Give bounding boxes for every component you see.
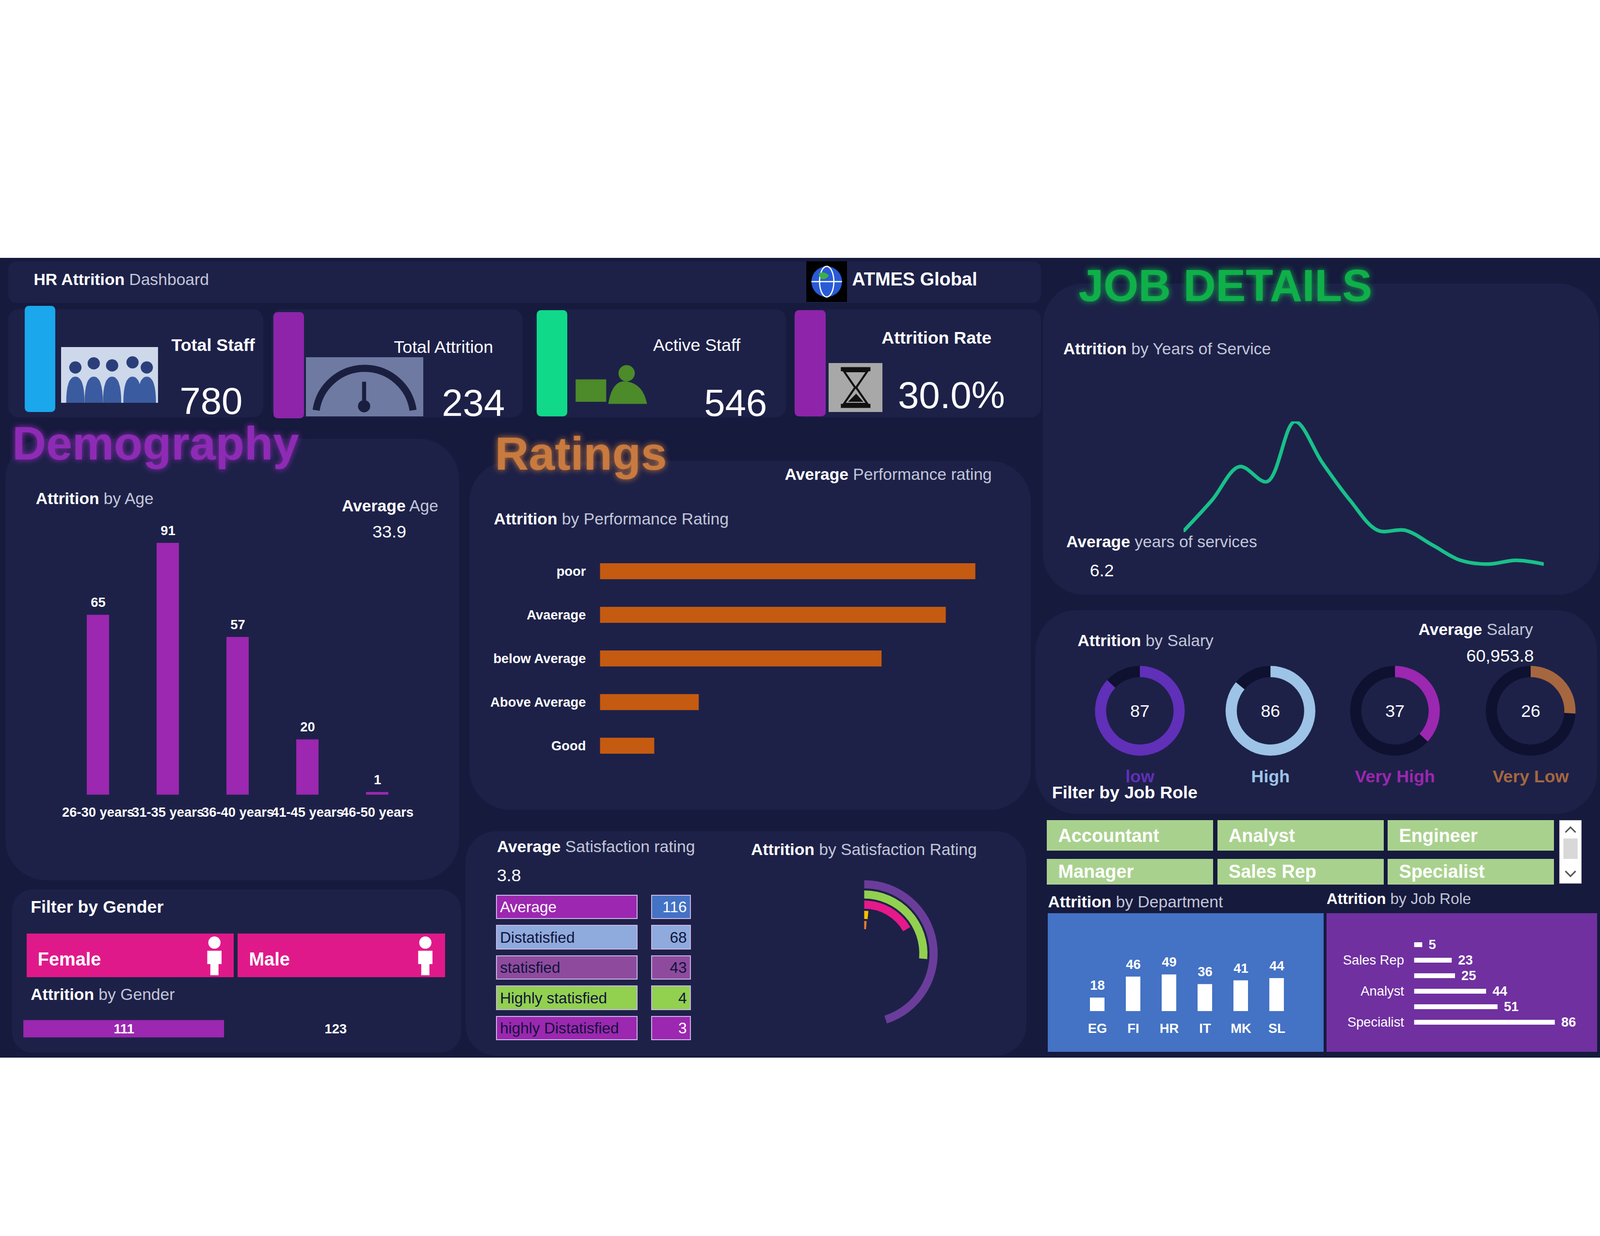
svg-text:31-35 years: 31-35 years [131,804,205,820]
html-text:Demography: Demography [12,417,300,470]
html-text:780: 780 [179,380,243,422]
html-text:Attrition by Age: Attrition by Age [35,489,154,508]
html-text:Attrition by Satisfaction Rati: Attrition by Satisfaction Rating [751,840,977,859]
svg-text:91: 91 [160,523,176,539]
html-text:Attrition by Job Role: Attrition by Job Role [1326,890,1472,908]
html-text:Attrition by Gender: Attrition by Gender [30,985,175,1004]
html-text:Average Performance rating: Average Performance rating [784,465,992,484]
svg-text:EG: EG [1088,1021,1108,1037]
html-text:Sales Rep: Sales Rep [1228,861,1317,883]
html-text:Filter by Job Role: Filter by Job Role [1052,783,1198,803]
svg-text:SL: SL [1268,1021,1286,1037]
html-text:3.8: 3.8 [496,865,522,886]
svg-text:86: 86 [1260,701,1280,721]
svg-text:Analyst: Analyst [1360,984,1405,1000]
html-text:Accountant: Accountant [1058,825,1160,846]
html-text:43: 43 [669,959,687,977]
svg-text:below Average: below Average [493,651,587,667]
svg-text:low: low [1125,767,1155,787]
html-text:Ratings: Ratings [494,427,668,481]
html-text:Specialist: Specialist [1398,861,1485,883]
svg-text:1: 1 [373,772,382,788]
svg-text:IT: IT [1199,1021,1212,1037]
html-text:JOB DETAILS: JOB DETAILS [1078,260,1373,311]
svg-text:36-40 years: 36-40 years [201,804,274,820]
svg-text:41: 41 [1233,960,1249,976]
html-text:68: 68 [669,928,687,947]
html-text:33.9: 33.9 [372,521,407,542]
svg-text:111: 111 [113,1021,135,1037]
html-text:6.2: 6.2 [1089,560,1114,581]
html-text:Manager: Manager [1058,861,1134,883]
svg-text:26-30 years: 26-30 years [62,804,135,820]
html-text:ATMES Global: ATMES Global [852,268,978,290]
svg-text:46-50 years: 46-50 years [341,804,414,820]
html-text:3: 3 [678,1019,687,1038]
svg-text:26: 26 [1520,701,1541,721]
html-text:Average Age: Average Age [341,496,439,515]
html-text:234: 234 [441,382,505,424]
html-text:Male: Male [248,949,290,970]
svg-text:86: 86 [1561,1015,1576,1031]
html-text:Attrition by Department: Attrition by Department [1047,892,1223,911]
html-text:30.0%: 30.0% [897,374,1005,416]
html-text:Active Staff: Active Staff [653,335,741,355]
html-text:Highly statisfied: Highly statisfied [499,989,608,1007]
html-text:HR Attrition Dashboard: HR Attrition Dashboard [33,270,209,289]
svg-text:20: 20 [300,719,315,735]
svg-text:37: 37 [1385,701,1405,721]
svg-text:41-45 years: 41-45 years [271,804,344,820]
svg-text:High: High [1250,767,1290,787]
svg-text:49: 49 [1162,954,1177,970]
html-text:Total Staff: Total Staff [171,335,255,355]
svg-text:poor: poor [556,563,587,579]
html-text:Average Salary: Average Salary [1418,620,1533,639]
html-text:60,953.8: 60,953.8 [1466,646,1534,666]
svg-text:Good: Good [551,738,586,754]
svg-text:57: 57 [230,617,245,633]
svg-text:18: 18 [1090,977,1105,993]
svg-text:25: 25 [1461,968,1477,984]
html-text:Average Satisfaction rating: Average Satisfaction rating [496,837,695,856]
svg-text:123: 123 [324,1021,348,1037]
html-text:Distatisfied: Distatisfied [499,928,575,947]
svg-text:Very High: Very High [1354,767,1435,787]
svg-text:5: 5 [1428,937,1437,953]
html-text:Female: Female [37,949,102,970]
html-text:Engineer: Engineer [1398,825,1478,846]
svg-text:87: 87 [1130,701,1150,721]
svg-text:Very Low: Very Low [1492,767,1569,787]
svg-text:46: 46 [1126,957,1141,973]
html-text:Attrition by Performance Ratin: Attrition by Performance Rating [493,510,729,529]
html-text:Average years of services: Average years of services [1066,532,1258,551]
svg-text:65: 65 [90,594,106,610]
html-text:Average: Average [499,898,557,916]
svg-text:MK: MK [1230,1021,1252,1037]
svg-text:44: 44 [1492,984,1508,1000]
html-text:Attrition by Years of Service: Attrition by Years of Service [1063,339,1271,358]
html-text:Total Attrition: Total Attrition [393,337,494,357]
html-text:Attrition by Salary: Attrition by Salary [1077,631,1214,650]
svg-text:Above Average: Above Average [490,694,586,710]
svg-text:HR: HR [1159,1021,1180,1037]
html-text:Analyst: Analyst [1228,825,1295,846]
svg-text:FI: FI [1127,1021,1140,1037]
svg-text:Avaerage: Avaerage [526,607,586,623]
svg-text:44: 44 [1269,958,1285,974]
svg-text:23: 23 [1458,953,1473,969]
html-text:Attrition Rate: Attrition Rate [881,328,992,348]
html-text:highly Distatisfied: highly Distatisfied [499,1019,619,1038]
svg-text:51: 51 [1504,999,1519,1015]
html-text:546: 546 [704,382,768,424]
svg-text:Sales Rep: Sales Rep [1343,953,1405,969]
svg-text:Specialist: Specialist [1347,1015,1405,1031]
html-text:4: 4 [678,989,687,1007]
html-text:Filter by Gender: Filter by Gender [30,897,164,917]
html-text:116: 116 [662,898,687,916]
svg-text:36: 36 [1198,964,1213,980]
html-text:statisfied: statisfied [499,959,561,977]
